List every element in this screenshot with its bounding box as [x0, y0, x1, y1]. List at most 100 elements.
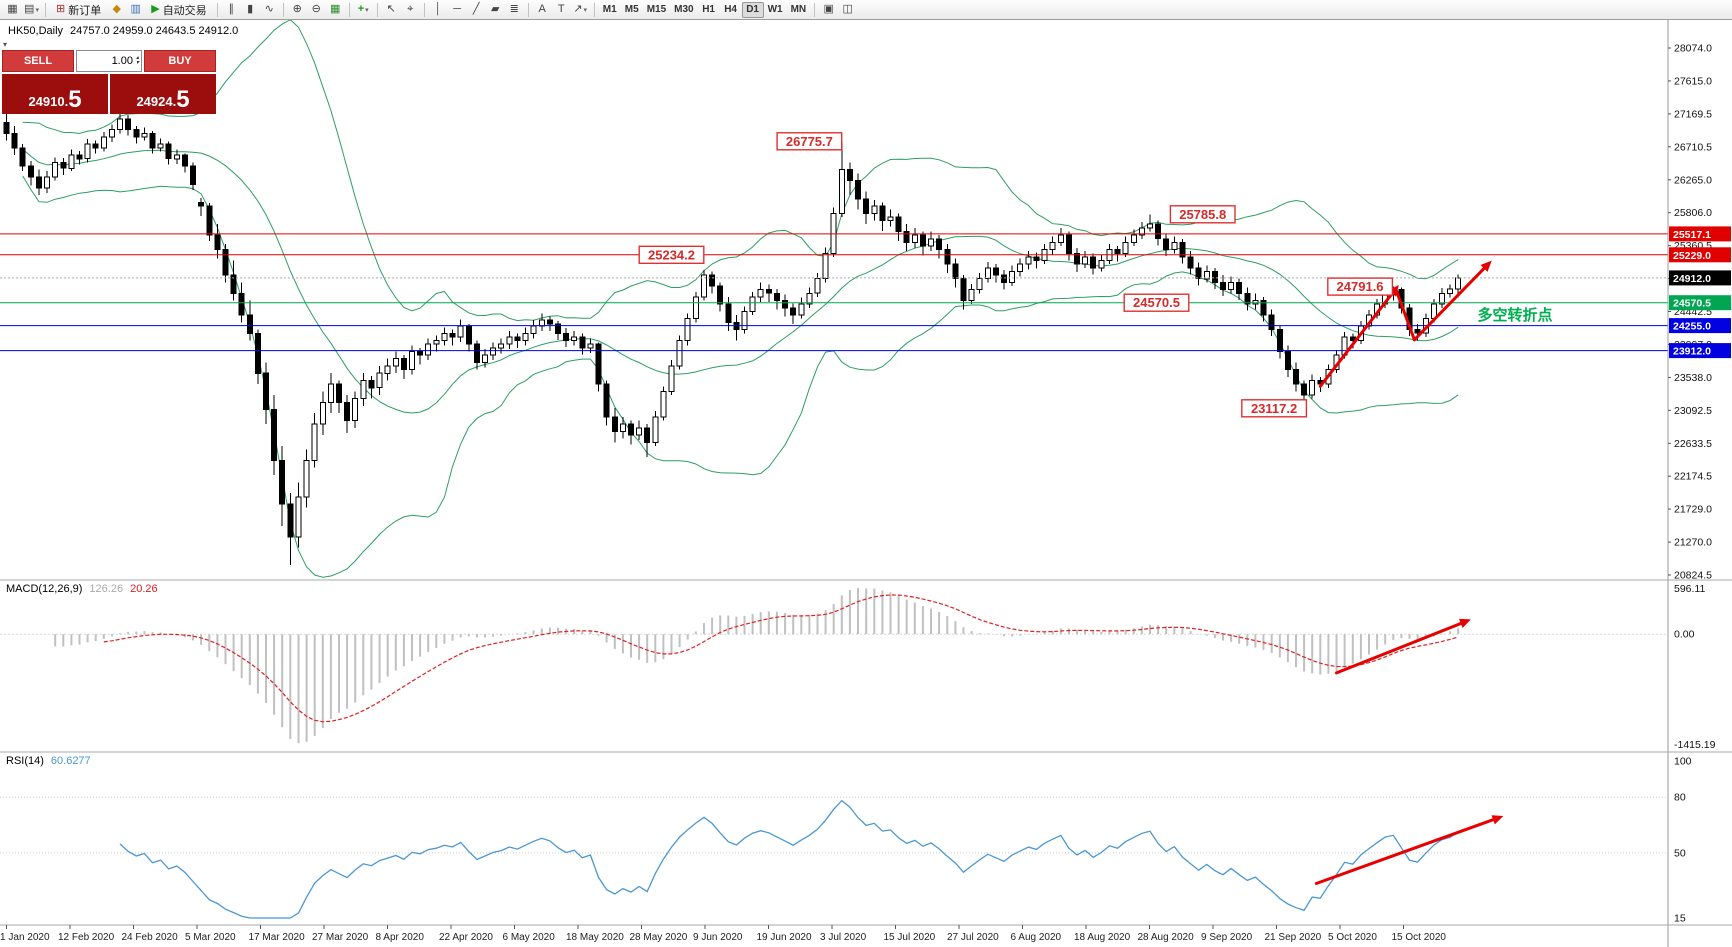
toolbar-separator — [423, 2, 425, 17]
price-flag-box[interactable] — [1123, 293, 1190, 312]
time-axis-label: 21 Sep 2020 — [1265, 932, 1322, 943]
timeframe-button-m5[interactable]: M5 — [621, 2, 643, 18]
toolbar-separator — [282, 2, 284, 17]
toolbar-separator — [814, 2, 816, 17]
timeframe-button-m15[interactable]: M15 — [643, 2, 670, 18]
time-axis-label: 21 Jan 2020 — [0, 932, 50, 943]
text-icon[interactable]: A — [538, 3, 546, 15]
profiles-icon[interactable]: ▤ ▾ — [24, 3, 39, 15]
zoom-in-icon[interactable]: ⊕ — [292, 3, 302, 15]
timeframe-button-h1[interactable]: H1 — [698, 2, 720, 18]
trendline-icon[interactable]: ╱ — [472, 3, 480, 15]
new-chart-icon[interactable]: ▦ — [7, 3, 18, 15]
price-tag — [1669, 270, 1731, 286]
rsi-scale-label: 80 — [1674, 792, 1686, 804]
fullscreen-icon[interactable]: ◫ — [842, 3, 853, 15]
macd-name: MACD(12,26,9) — [6, 583, 83, 595]
zoom-out-icon[interactable]: ⊖ — [311, 3, 321, 15]
time-axis-label: 27 Jul 2020 — [947, 932, 999, 943]
price-flag-text: 24791.6 — [1337, 279, 1384, 294]
timeframe-button-h4[interactable]: H4 — [720, 2, 742, 18]
timeframe-button-w1[interactable]: W1 — [764, 2, 787, 18]
main-chart-pane: 26775.7 25785.8 25234.2 24570.5 24791.6 23117… — [0, 20, 1668, 578]
price-tag — [1669, 295, 1731, 311]
tile-windows-icon[interactable]: ▦ — [329, 3, 341, 15]
arrows-icon[interactable]: ↗ ▾ — [573, 3, 588, 15]
horizontal-line-icon[interactable]: ─ — [453, 3, 462, 15]
time-axis-label: 3 Jul 2020 — [820, 932, 867, 943]
price-flag-text: 23117.2 — [1251, 401, 1297, 416]
buy-price-display[interactable]: 24924. 5 — [110, 74, 216, 114]
trend-arrows — [1318, 260, 1492, 388]
time-axis-label: 6 Aug 2020 — [1011, 932, 1062, 943]
one-click-collapse-icon[interactable]: ▾ — [3, 40, 8, 49]
price-scale[interactable]: 28074.0 27615.0 27169.5 26710.5 26265.0 25806… — [1667, 20, 1731, 947]
macd-scale-min: -1415.19 — [1674, 739, 1716, 751]
price-flag-box[interactable] — [638, 245, 705, 265]
line-chart-icon[interactable]: ∿ — [264, 3, 274, 15]
price-tag — [1669, 343, 1731, 359]
price-axis-label: 20824.5 — [1674, 570, 1712, 582]
spinner-up-icon[interactable]: ▴ — [135, 55, 139, 61]
one-click-controls: SELL 1.00 ▴ ▾ BUY — [2, 50, 216, 72]
text-label-icon[interactable]: T — [557, 3, 565, 15]
cascade-windows-icon[interactable]: ▣ — [823, 3, 834, 15]
indicators-icon[interactable]: + ▾ — [357, 3, 369, 15]
candlestick-chart-icon[interactable]: ▮ — [247, 3, 254, 15]
price-flag-box[interactable] — [1327, 277, 1394, 296]
chart-title: HK50,Daily 24757.0 24959.0 24643.5 24912.… — [8, 25, 238, 37]
sell-price-big-digit: 5 — [68, 85, 82, 113]
chart-area[interactable]: 26775.7 25785.8 25234.2 24570.5 24791.6 23117… — [0, 20, 1732, 947]
fibonacci-icon[interactable]: ≣ — [509, 3, 519, 15]
rsi-scale-label: 100 — [1674, 756, 1692, 768]
price-axis-label: 26710.5 — [1674, 141, 1712, 153]
equidistant-channel-icon[interactable]: ▰ — [490, 3, 500, 15]
toolbar: ▦ ▤ ▾ ⊞ 新订单 ◆ ▥ ▶ 自动交易 ∥ ▮ ∿ ⊕ ⊖ ▦ + ▾ ↖ ⌖ │ ─ ╱ ▰ ≣ A T ↗ ▾ M1 M5 M15… — [0, 0, 1732, 20]
price-flag-box[interactable] — [776, 132, 843, 151]
price-tag — [1669, 226, 1731, 242]
timeframe-button-d1[interactable]: D1 — [741, 1, 764, 18]
price-axis-label: 27615.0 — [1674, 75, 1712, 87]
sell-price-display[interactable]: 24910. 5 — [2, 74, 108, 114]
macd-main-value: 126.26 — [89, 583, 124, 595]
price-flag-text: 25785.8 — [1179, 207, 1226, 222]
price-flag-box[interactable] — [1169, 205, 1236, 224]
price-tag-text: 23912.0 — [1673, 346, 1711, 358]
timeframe-button-m1[interactable]: M1 — [599, 2, 621, 18]
time-axis-label: 5 Oct 2020 — [1328, 932, 1377, 943]
price-axis-label: 22633.5 — [1674, 438, 1712, 450]
time-axis-label: 19 Jun 2020 — [757, 932, 812, 943]
buy-price-big-digit: 5 — [176, 85, 190, 113]
new-order-button[interactable]: ⊞ 新订单 — [56, 3, 102, 17]
bar-chart-icon[interactable]: ∥ — [228, 3, 234, 15]
time-axis-label: 6 May 2020 — [503, 932, 556, 943]
time-axis-label: 17 Mar 2020 — [249, 932, 306, 943]
chart-template-icon[interactable]: ▥ — [130, 3, 141, 15]
bollinger-lower-band — [22, 175, 1459, 578]
volume-field[interactable]: 1.00 ▴ ▾ — [76, 50, 142, 72]
price-tag-text: 24570.5 — [1673, 298, 1711, 310]
time-axis[interactable]: 21 Jan 2020 12 Feb 2020 24 Feb 2020 5 Mar 2… — [0, 925, 1446, 943]
sell-price-main: 24910. — [28, 94, 69, 109]
sell-button[interactable]: SELL — [2, 50, 74, 72]
toolbar-separator — [216, 2, 218, 17]
price-axis-label: 22174.5 — [1674, 471, 1712, 483]
crosshair-icon[interactable]: ⌖ — [407, 3, 414, 15]
vertical-line-icon[interactable]: │ — [434, 3, 442, 15]
rsi-scale-label: 50 — [1674, 847, 1686, 859]
cursor-icon[interactable]: ↖ — [386, 3, 396, 15]
timeframe-button-mn[interactable]: MN — [787, 2, 811, 18]
timeframe-button-m30[interactable]: M30 — [670, 2, 697, 18]
spinner-down-icon[interactable]: ▾ — [135, 60, 139, 66]
autotrading-button[interactable]: ▶ 自动交易 — [151, 3, 207, 17]
metaeditor-icon[interactable]: ◆ — [112, 3, 121, 15]
rsi-pane: 100 80 50 15 — [0, 756, 1692, 925]
price-flag-box[interactable] — [1241, 399, 1308, 418]
macd-indicator-label: MACD(12,26,9) 126.26 20.26 — [6, 583, 158, 595]
rsi-scale-label: 15 — [1674, 913, 1686, 925]
buy-button[interactable]: BUY — [144, 50, 216, 72]
volume-spinner[interactable]: ▴ ▾ — [135, 55, 139, 66]
chart-canvas[interactable]: 26775.7 25785.8 25234.2 24570.5 24791.6 23117… — [0, 20, 1732, 947]
rsi-value: 60.6277 — [50, 755, 91, 767]
ohlc-readout: 24757.0 24959.0 24643.5 24912.0 — [70, 25, 239, 37]
